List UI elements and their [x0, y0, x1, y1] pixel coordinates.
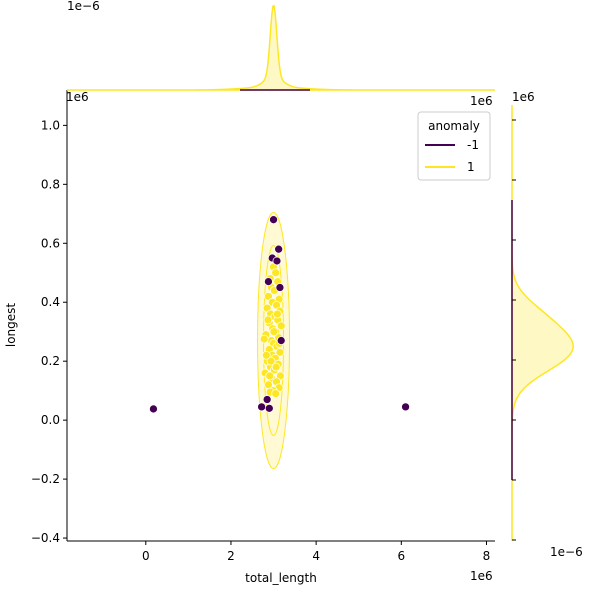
main-axes: 0 2 4 6 8 −0.4 −0.2 0.0 0.2 0.4 0.6 0.8 1.0 [31, 90, 495, 563]
y-tick-label: 0.6 [41, 236, 60, 250]
y-tick-label: −0.4 [31, 531, 60, 545]
point-anomaly-neg [262, 395, 272, 404]
point-anomaly-neg [269, 215, 278, 225]
x-tick-label: 2 [227, 549, 235, 563]
point-anomaly-neg [149, 404, 158, 414]
point-anomaly-pos [276, 321, 286, 331]
point-anomaly-pos [271, 268, 281, 278]
x-tick-label: 8 [483, 549, 491, 563]
main-x-offset-topright: 1e6 [470, 94, 493, 108]
point-anomaly-neg [274, 244, 284, 254]
legend-label-pos: 1 [467, 160, 475, 174]
point-anomaly-neg [257, 402, 266, 412]
x-tick-label: 4 [312, 549, 320, 563]
legend: anomaly -1 1 [417, 111, 491, 181]
x-tick-label: 6 [397, 549, 405, 563]
right-marginal-axes [511, 105, 574, 541]
point-anomaly-neg [276, 336, 286, 345]
x-tick-label: 0 [142, 549, 150, 563]
point-anomaly-pos [265, 371, 275, 381]
x-axis-label: total_length [245, 571, 317, 585]
point-anomaly-neg [264, 404, 274, 413]
point-anomaly-pos [269, 327, 279, 337]
point-anomaly-pos [273, 309, 282, 319]
point-anomaly-neg [264, 277, 273, 286]
point-anomaly-pos [271, 362, 281, 372]
legend-label-neg: -1 [467, 138, 479, 152]
point-anomaly-pos [275, 347, 285, 357]
x-offset-label: 1e6 [470, 569, 493, 583]
y-tick-label: 1.0 [41, 118, 60, 132]
right-kde-curve [511, 105, 574, 541]
y-tick-label: 0.8 [41, 177, 60, 191]
point-anomaly-neg [275, 283, 285, 292]
point-anomaly-pos [259, 334, 269, 344]
top-marginal-offset-label: 1e−6 [67, 0, 100, 13]
point-anomaly-pos [263, 315, 273, 325]
point-anomaly-pos [271, 389, 281, 398]
y-axis-label: longest [4, 303, 18, 348]
y-tick-label: 0.0 [41, 413, 60, 427]
y-offset-label: 1e6 [66, 90, 89, 104]
point-anomaly-pos [266, 356, 276, 366]
y-tick-label: −0.2 [31, 472, 60, 486]
point-anomaly-neg [272, 256, 282, 266]
top-kde-curve [67, 4, 495, 91]
point-anomaly-pos [261, 350, 271, 360]
right-marginal-offset-label: 1e−6 [550, 545, 583, 559]
top-marginal-axes [67, 4, 495, 91]
y-tick-label: 0.2 [41, 354, 60, 368]
point-anomaly-neg [401, 402, 410, 412]
y-tick-label: 0.4 [41, 295, 60, 309]
legend-title: anomaly [428, 119, 480, 133]
right-marginal-y-offset-label: 1e6 [512, 90, 535, 104]
